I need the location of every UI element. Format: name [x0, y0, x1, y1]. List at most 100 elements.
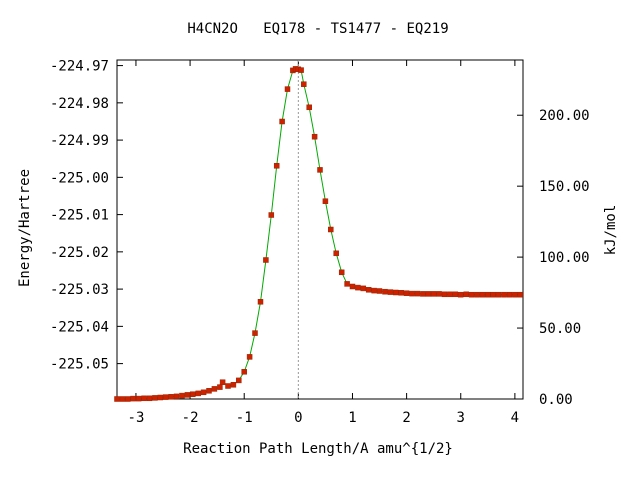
x-tick-label: -3 — [128, 410, 145, 426]
data-point — [217, 384, 223, 390]
y-axis-label: Energy/Hartree — [17, 169, 33, 287]
data-point — [306, 104, 312, 111]
chart-title: H4CN2O EQ178 - TS1477 - EQ219 — [187, 21, 448, 37]
data-point — [257, 299, 264, 305]
data-point — [211, 386, 218, 392]
data-point — [146, 395, 153, 402]
data-point — [355, 284, 361, 291]
data-point — [441, 291, 448, 298]
data-point — [130, 395, 136, 402]
data-point — [190, 391, 196, 397]
y-tick-label: -225.01 — [50, 208, 109, 224]
data-point — [403, 290, 410, 296]
y-tick-label: -225.00 — [50, 170, 109, 186]
data-point — [168, 394, 174, 400]
y-tick-label: -224.97 — [50, 59, 109, 75]
data-point — [328, 226, 334, 233]
data-point — [206, 388, 212, 394]
data-point — [157, 394, 164, 401]
y-tick-label: -225.02 — [50, 245, 109, 261]
data-point — [414, 290, 421, 297]
y-tick-label: -224.99 — [50, 133, 109, 149]
data-point — [184, 392, 191, 398]
data-point — [349, 283, 356, 290]
data-point — [393, 289, 399, 296]
x-tick-label: 0 — [294, 410, 302, 426]
data-point — [268, 212, 275, 218]
data-point — [387, 289, 394, 295]
data-point — [279, 118, 285, 125]
y-tick-label: -225.04 — [50, 319, 109, 335]
data-point — [236, 377, 242, 384]
y2-tick-label: 200.00 — [539, 108, 590, 124]
x-tick-label: -1 — [236, 410, 253, 426]
data-point — [468, 291, 475, 298]
data-point — [360, 285, 367, 292]
data-point — [506, 291, 513, 298]
data-point — [463, 291, 469, 298]
data-point — [425, 291, 432, 297]
plot-frame — [116, 59, 524, 400]
data-point — [485, 291, 491, 298]
data-point — [200, 389, 207, 396]
data-point — [457, 291, 464, 298]
y2-tick-label: 50.00 — [539, 321, 581, 337]
y2-tick-label: 0.00 — [539, 392, 573, 408]
data-point — [273, 163, 280, 169]
x-tick-label: 2 — [402, 410, 410, 426]
data-point — [333, 250, 339, 257]
data-point — [371, 287, 377, 294]
x-tick-label: 3 — [457, 410, 465, 426]
x-tick-label: 1 — [348, 410, 356, 426]
data-point — [114, 396, 120, 402]
data-point — [474, 291, 480, 298]
data-point — [119, 396, 126, 402]
data-point — [179, 392, 185, 399]
data-point — [173, 393, 180, 400]
data-point — [338, 269, 345, 276]
data-point — [195, 390, 201, 397]
data-point — [430, 291, 437, 297]
data-point — [517, 291, 524, 298]
series-line — [117, 68, 521, 400]
data-point — [376, 288, 383, 294]
data-point — [141, 395, 147, 402]
data-point — [447, 291, 453, 298]
data-point — [452, 291, 459, 298]
x-tick-label: -2 — [182, 410, 199, 426]
data-point — [495, 291, 502, 298]
data-point — [230, 382, 237, 388]
y2-tick-label: 150.00 — [539, 179, 590, 195]
data-point — [152, 395, 158, 401]
data-point — [479, 291, 486, 298]
data-point — [382, 288, 388, 295]
y-tick-label: -225.05 — [50, 357, 109, 373]
x-tick-label: 4 — [511, 410, 519, 426]
data-point — [317, 167, 323, 173]
data-point — [225, 383, 231, 389]
data-point — [398, 290, 404, 296]
data-point — [501, 291, 507, 298]
data-point — [162, 394, 169, 400]
data-point — [311, 133, 318, 140]
y2-tick-label: 100.00 — [539, 250, 590, 266]
y-tick-label: -224.98 — [50, 96, 109, 112]
y-tick-label: -225.03 — [50, 282, 109, 298]
data-point — [490, 291, 496, 298]
data-point — [284, 86, 291, 92]
data-point — [436, 291, 442, 297]
data-point — [252, 330, 258, 336]
y2-axis-label: kJ/mol — [603, 205, 619, 256]
data-point — [301, 81, 307, 87]
data-point — [512, 291, 518, 298]
data-point — [263, 257, 269, 263]
data-point — [219, 379, 226, 385]
data-point — [125, 396, 131, 402]
data-point — [298, 67, 304, 73]
data-point — [365, 287, 372, 293]
plot-layer: -3 -2 -1 0 1 2 3 4 -224.97 -224.98 -224.99 -225.00 -… — [50, 59, 590, 426]
data-point — [420, 291, 426, 297]
x-axis-label: Reaction Path Length/A amu^{1/2} — [183, 441, 453, 457]
